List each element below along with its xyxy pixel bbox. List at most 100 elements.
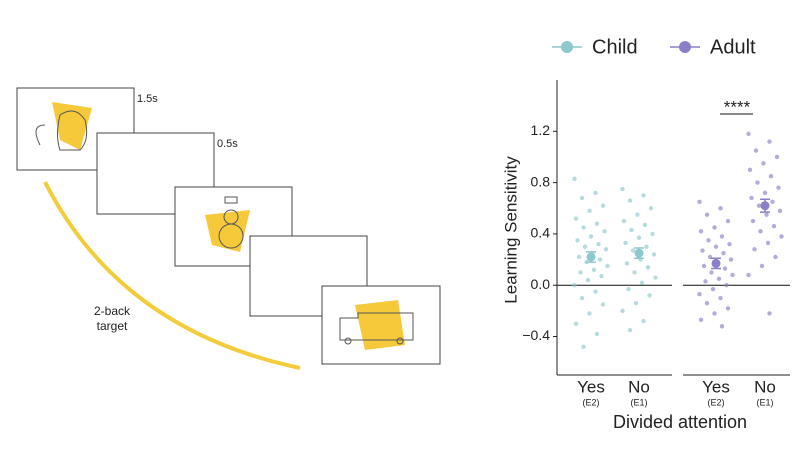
data-point [605, 263, 610, 269]
data-point [620, 308, 625, 314]
data-point [573, 321, 579, 326]
data-point [773, 254, 778, 260]
data-point [730, 272, 735, 278]
x-tick-label: Yes [702, 377, 730, 396]
data-point [593, 190, 598, 196]
data-point [709, 270, 714, 275]
data-point [697, 291, 702, 297]
x-tick-sublabel: (E2) [582, 397, 599, 407]
data-point [755, 180, 760, 185]
data-point [727, 241, 732, 247]
data-point [765, 240, 771, 246]
data-point [644, 244, 649, 249]
data-point [718, 295, 723, 301]
data-point [758, 229, 763, 234]
data-point [642, 222, 648, 228]
legend-label: Child [592, 36, 638, 58]
data-point [624, 261, 630, 266]
task-diagram: 1.5s 0.5s 2-back target [16, 87, 441, 370]
data-point [599, 274, 604, 279]
data-point [596, 241, 601, 247]
data-point [747, 167, 753, 172]
data-point [651, 252, 657, 257]
data-point [721, 250, 726, 256]
data-point [752, 247, 757, 252]
data-point [621, 218, 627, 224]
data-point [593, 289, 598, 294]
data-point [746, 272, 751, 278]
data-point [762, 190, 768, 196]
data-point [719, 234, 725, 239]
data-point [774, 154, 780, 160]
data-point [725, 218, 731, 224]
data-point [632, 270, 637, 275]
data-point [704, 300, 710, 306]
data-point [718, 206, 723, 211]
data-point [629, 227, 634, 233]
x-tick-label: No [754, 377, 776, 396]
y-axis-label: Learning Sensitivity [501, 156, 520, 304]
data-point [600, 203, 606, 208]
mean-point [711, 258, 721, 268]
data-point [581, 225, 586, 230]
data-point [633, 300, 639, 306]
data-point [635, 212, 640, 217]
data-point [698, 317, 704, 323]
data-point [706, 238, 711, 243]
x-tick-label: No [628, 377, 650, 396]
data-point [777, 208, 783, 214]
data-point [770, 199, 775, 205]
data-point [771, 224, 777, 229]
arc-label: 2-back [94, 304, 131, 318]
data-point [579, 295, 585, 301]
data-point [710, 286, 716, 292]
arc-label: target [97, 319, 128, 333]
x-tick-sublabel: (E2) [707, 397, 724, 407]
data-point [647, 293, 652, 298]
data-point [603, 247, 609, 252]
x-axis-label: Divided attention [613, 412, 747, 432]
data-point [620, 186, 625, 192]
data-point [575, 238, 580, 243]
legend-label: Adult [710, 36, 756, 58]
data-point [698, 229, 704, 234]
data-point [753, 148, 759, 153]
data-point [716, 276, 722, 282]
data-point [719, 324, 725, 329]
sketch [218, 196, 244, 249]
data-point [627, 327, 633, 333]
legend-marker [679, 41, 691, 53]
data-point [703, 279, 708, 284]
data-point [591, 267, 597, 273]
data-point [756, 203, 762, 208]
data-point [759, 263, 765, 269]
data-point [779, 234, 784, 239]
chart: −0.4 0.0 0.4 0.8 1.2 Learning Sensitivity Divi… [501, 36, 790, 432]
data-point [630, 248, 636, 253]
data-point [767, 311, 772, 316]
data-point [701, 263, 707, 269]
data-point [749, 195, 754, 201]
y-tick-label: −0.4 [522, 327, 550, 343]
data-point [578, 270, 583, 275]
data-point [572, 283, 577, 288]
mean-point [760, 201, 770, 211]
data-point [641, 318, 646, 324]
data-point [588, 234, 594, 239]
data-point [722, 266, 728, 271]
data-point [587, 208, 592, 214]
data-point [713, 244, 719, 249]
data-point [594, 331, 600, 337]
data-point [594, 221, 600, 226]
frame-label: 0.5s [217, 138, 238, 150]
data-point [700, 248, 705, 253]
data-point [767, 139, 772, 144]
sketch [35, 110, 88, 151]
arc [43, 181, 301, 370]
data-point [697, 199, 702, 205]
data-point [768, 173, 774, 179]
mean-point [586, 252, 596, 262]
data-point [587, 311, 592, 316]
